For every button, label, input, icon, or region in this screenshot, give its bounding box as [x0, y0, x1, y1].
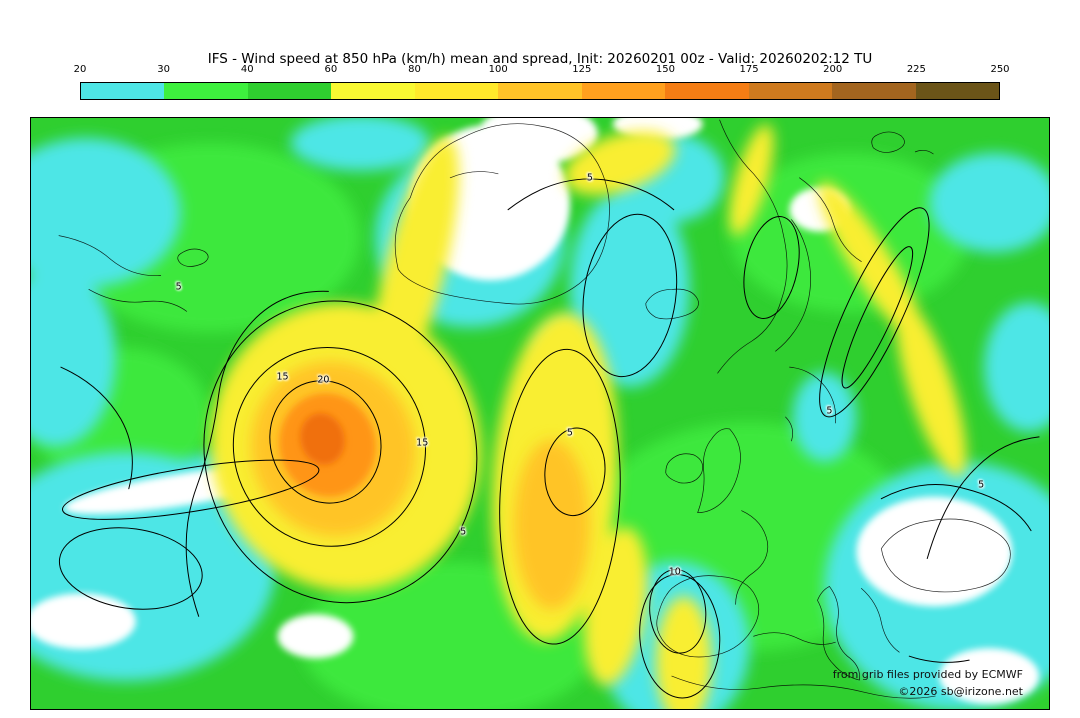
- field-amber-layer: [251, 361, 590, 610]
- chart-title: IFS - Wind speed at 850 hPa (km/h) mean …: [207, 51, 873, 67]
- colorbar-tick: 20: [73, 64, 87, 75]
- colorbar-tick: 250: [990, 64, 1010, 75]
- colorbar-segment: [414, 83, 499, 99]
- colorbar-tick: 40: [240, 64, 254, 75]
- colorbar-segment: [81, 83, 165, 99]
- colorbar-tick: 100: [488, 64, 508, 75]
- colorbar-tick: 175: [739, 64, 759, 75]
- colorbar: [80, 82, 1000, 100]
- colorbar-ticks: 20 30 40 60 80 100 125 150 175 200 225 250: [74, 64, 1010, 77]
- colorbar-segment: [581, 83, 666, 99]
- colorbar-tick: 125: [572, 64, 592, 75]
- colorbar-segment: [665, 83, 749, 99]
- colorbar-segment: [915, 83, 999, 99]
- credits-copyright: ©2026 sb@irizone.net: [898, 685, 1023, 698]
- colorbar-tick: 200: [823, 64, 843, 75]
- spread-contours: [58, 178, 1040, 699]
- colorbar-tick: 150: [655, 64, 675, 75]
- colorbar-segment: [247, 83, 332, 99]
- colorbar-tick: 60: [324, 64, 338, 75]
- colorbar-segment: [498, 83, 582, 99]
- colorbar-segment: [331, 83, 415, 99]
- wind-speed-field: [31, 118, 1049, 709]
- field-deep-orange-layer: [300, 413, 345, 465]
- colorbar-tick: 30: [157, 64, 170, 75]
- coastlines: [58, 119, 1011, 699]
- colorbar-segment: [832, 83, 916, 99]
- colorbar-segment: [164, 83, 248, 99]
- colorbar-tick: 225: [906, 64, 926, 75]
- credits-source: from grib files provided by ECMWF: [832, 668, 1023, 681]
- weather-map: 15 20 15 5 5 5 10 5 5 5 from grib files provided …: [30, 117, 1050, 710]
- colorbar-tick: 80: [408, 64, 421, 75]
- colorbar-segment: [748, 83, 833, 99]
